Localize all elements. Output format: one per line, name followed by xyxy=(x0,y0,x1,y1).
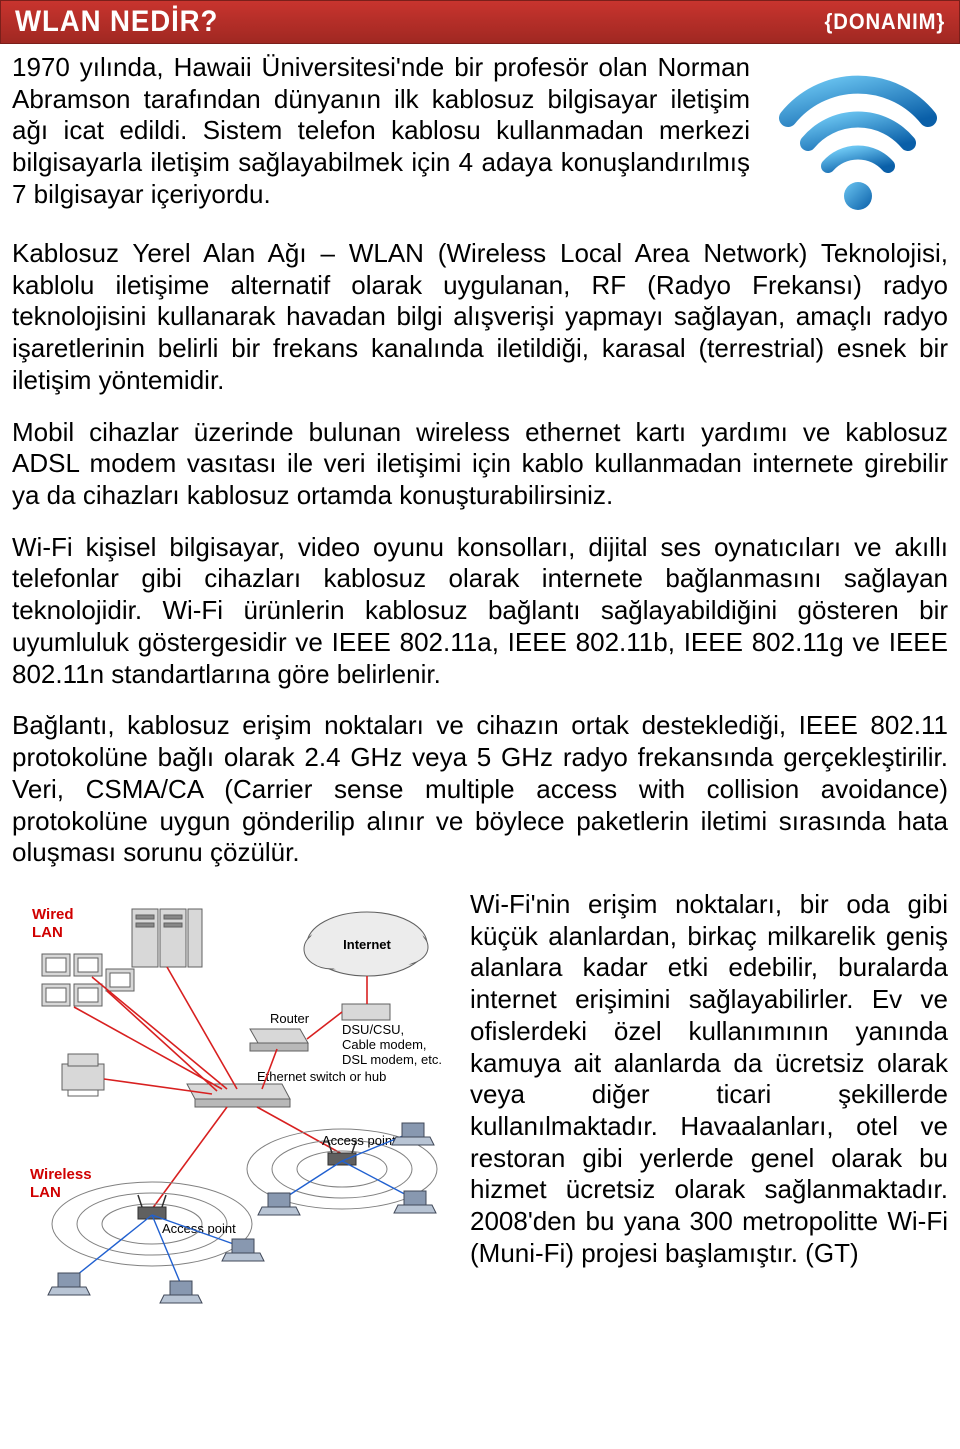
intro-paragraph: 1970 yılında, Hawaii Üniversitesi'nde bi… xyxy=(12,52,750,211)
paragraph-wifi-devices: Wi-Fi kişisel bilgisayar, video oyunu ko… xyxy=(12,532,948,691)
diagram-label-dsu-3: DSL modem, etc. xyxy=(342,1052,442,1067)
diagram-label-dsu-2: Cable modem, xyxy=(342,1037,427,1052)
diagram-label-internet: Internet xyxy=(343,937,391,952)
page-title: WLAN NEDİR? xyxy=(15,5,218,39)
diagram-label-ap2: Access point xyxy=(322,1133,396,1148)
article-body: 1970 yılında, Hawaii Üniversitesi'nde bi… xyxy=(0,52,960,1309)
diagram-label-wireless-lan-2: LAN xyxy=(30,1184,61,1201)
wifi-icon xyxy=(768,58,948,218)
diagram-label-wireless-lan-1: Wireless xyxy=(30,1166,92,1183)
diagram-label-router: Router xyxy=(270,1011,310,1026)
diagram-label-wired-lan-1: Wired xyxy=(32,906,74,923)
network-diagram: Internet Wired LAN xyxy=(12,889,452,1309)
diagram-label-ap1: Access point xyxy=(162,1221,236,1236)
diagram-label-dsu-1: DSU/CSU, xyxy=(342,1022,404,1037)
paragraph-protocol: Bağlantı, kablosuz erişim noktaları ve c… xyxy=(12,710,948,869)
category-tag: {DONANIM} xyxy=(824,9,945,35)
paragraph-wlan-def: Kablosuz Yerel Alan Ağı – WLAN (Wireless… xyxy=(12,238,948,397)
diagram-label-wired-lan-2: LAN xyxy=(32,924,63,941)
paragraph-access-points: Wi-Fi'nin erişim noktaları, bir oda gibi… xyxy=(470,889,948,1270)
diagram-label-switch: Ethernet switch or hub xyxy=(257,1069,386,1084)
paragraph-mobile: Mobil cihazlar üzerinde bulunan wireless… xyxy=(12,417,948,512)
header-bar: WLAN NEDİR? {DONANIM} xyxy=(0,0,960,44)
